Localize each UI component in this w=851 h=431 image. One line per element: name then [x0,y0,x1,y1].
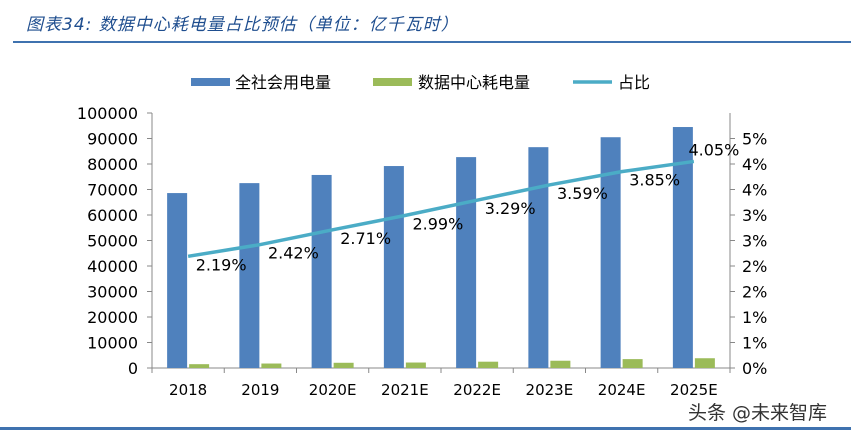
x-tick-label: 2025E [670,381,718,399]
left-tick-label: 20000 [87,308,138,327]
share-data-label: 3.29% [485,199,536,218]
share-data-label: 2.19% [196,255,247,274]
share-data-label: 4.05% [688,140,739,159]
bar-datacenter-2018 [189,364,210,368]
share-data-label: 3.85% [629,171,680,190]
watermark: 头条 @未来智库 [688,402,828,424]
x-tick-label: 2019 [241,381,279,399]
chart-title: 图表34: 数据中心耗电量占比预估（单位：亿千瓦时） [26,15,459,35]
bar-datacenter-2019 [261,363,282,368]
share-data-label: 2.42% [268,244,319,263]
bar-datacenter-2024E [622,359,643,368]
legend-swatch-0 [191,78,230,86]
x-tick-label: 2020E [309,381,357,399]
share-data-label: 2.71% [340,229,391,248]
share-data-label: 2.99% [412,215,463,234]
bar-total-2018 [167,193,188,368]
right-tick-label: 2% [742,257,767,276]
left-tick-label: 100000 [77,104,138,123]
right-tick-label: 4% [742,155,767,174]
x-tick-label: 2018 [169,381,207,399]
left-tick-label: 10000 [87,334,138,353]
x-tick-label: 2023E [526,381,574,399]
x-tick-label: 2021E [381,381,429,399]
x-tick-label: 2024E [598,381,646,399]
left-tick-label: 90000 [87,130,138,149]
bar-total-2021E [383,166,404,368]
bar-total-2022E [456,157,477,368]
right-tick-label: 1% [742,334,767,353]
right-tick-label: 5% [742,130,767,149]
left-tick-label: 60000 [87,206,138,225]
right-tick-label: 2% [742,283,767,302]
bar-total-2019 [239,183,260,368]
legend-label-2: 占比 [618,73,650,92]
bar-datacenter-2025E [694,358,715,368]
share-data-label: 3.59% [557,184,608,203]
left-tick-label: 50000 [87,232,138,251]
bar-total-2023E [528,147,549,368]
bar-total-2024E [600,137,621,368]
title-divider [13,41,851,43]
right-tick-label: 0% [742,359,767,378]
share-line [187,159,695,259]
left-tick-label: 30000 [87,283,138,302]
bar-datacenter-2022E [478,361,499,368]
right-tick-label: 3% [742,232,767,251]
legend-label-0: 全社会用电量 [235,73,331,92]
x-tick-label: 2022E [453,381,501,399]
bar-datacenter-2020E [333,362,354,368]
bar-total-2025E [672,127,693,369]
bar-total-2020E [311,174,332,368]
legend-swatch-1 [373,78,412,86]
left-tick-label: 70000 [87,181,138,200]
bar-datacenter-2023E [550,360,571,368]
bar-datacenter-2021E [405,362,426,368]
bottom-divider [0,427,851,430]
left-tick-label: 0 [128,359,138,378]
left-tick-label: 40000 [87,257,138,276]
right-tick-label: 4% [742,181,767,200]
legend-label-1: 数据中心耗电量 [418,73,530,92]
right-tick-label: 1% [742,308,767,327]
left-tick-label: 80000 [87,155,138,174]
right-tick-label: 3% [742,206,767,225]
